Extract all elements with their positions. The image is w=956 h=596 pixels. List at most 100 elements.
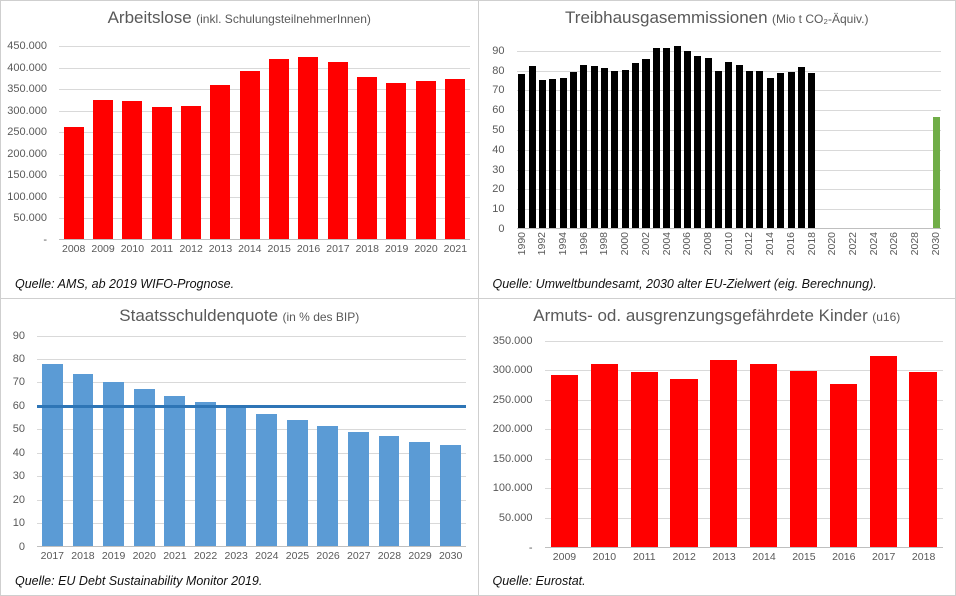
y-tick-label: 90 xyxy=(492,44,505,57)
bar-slot xyxy=(206,46,235,240)
bars-row xyxy=(545,341,944,548)
x-slot: 2023 xyxy=(221,550,252,564)
y-tick-label: 150.000 xyxy=(492,452,533,465)
x-slot: 2016 xyxy=(784,232,797,278)
bar-slot xyxy=(755,41,765,229)
x-axis-line xyxy=(59,239,470,240)
x-tick-label: 2011 xyxy=(632,550,656,563)
x-slot: 2018 xyxy=(806,232,818,278)
y-axis-labels: - 50.000 100.000 150.000 200.000 250.000 300.0… xyxy=(479,299,539,596)
x-tick-label: 1992 xyxy=(536,232,549,256)
x-slot: 2014 xyxy=(764,232,776,278)
x-slot: 2018 xyxy=(68,550,99,564)
x-slot: 2020 xyxy=(129,550,160,564)
source-note: Quelle: Eurostat. xyxy=(492,574,586,588)
x-axis-line xyxy=(516,228,941,229)
bar-slot xyxy=(537,41,547,229)
x-tick-label: 2018 xyxy=(911,550,936,563)
bar-slot xyxy=(682,41,692,229)
bar-slot xyxy=(765,41,775,229)
bar-2018 xyxy=(909,372,937,548)
x-tick-label: 2020 xyxy=(826,232,839,256)
bar-2008 xyxy=(704,57,712,229)
bar-2013 xyxy=(710,360,738,548)
x-tick-label: 2000 xyxy=(619,232,632,256)
x-tick-label: 2006 xyxy=(681,232,694,256)
x-slot: 2013 xyxy=(704,551,744,565)
gridline xyxy=(37,358,466,360)
x-tick-label: 1990 xyxy=(515,232,528,256)
bar-slot xyxy=(903,341,943,548)
chart-title-sub: (in % des BIP) xyxy=(282,309,360,324)
bar-2019 xyxy=(103,382,124,547)
bar-2004 xyxy=(663,47,671,229)
bar-slot xyxy=(440,46,469,240)
bar-slot xyxy=(264,46,293,240)
y-tick-label: 350.000 xyxy=(492,334,533,347)
x-tick-label: 2030 xyxy=(929,232,942,256)
chart-panel-arbeitslose: Arbeitslose (inkl. SchulungsteilnehmerIn… xyxy=(1,1,478,298)
y-tick-label: 10 xyxy=(492,203,505,216)
x-tick-label: 2010 xyxy=(120,243,145,255)
y-tick-label: 250.000 xyxy=(7,126,47,139)
bar-2017 xyxy=(41,363,63,547)
y-axis-labels: 0 10 20 30 40 50 60 70 80 90 xyxy=(1,299,31,596)
bar-slot xyxy=(817,41,827,229)
bar-2016 xyxy=(829,384,857,548)
chart-panel-armutsgefaehrdete-kinder: Armuts- od. ausgrenzungsgefährdete Kinde… xyxy=(478,298,955,596)
gridline xyxy=(37,429,466,431)
x-slot: 2009 xyxy=(545,551,585,565)
gridline xyxy=(59,218,470,220)
bar-slot xyxy=(641,41,651,229)
x-tick-label: 1996 xyxy=(577,232,590,256)
bar-2030 xyxy=(439,444,461,547)
y-tick-label: 80 xyxy=(12,352,25,365)
bar-slot xyxy=(599,41,609,229)
x-slot: 1992 xyxy=(536,232,549,278)
bar-slot xyxy=(374,336,405,547)
y-tick-label: 200.000 xyxy=(7,147,47,160)
y-tick-label: 80 xyxy=(492,64,505,77)
chart-title-main: Armuts- od. ausgrenzungsgefährdete Kinde… xyxy=(533,305,868,325)
y-tick-label: 20 xyxy=(12,493,25,506)
bar-slot xyxy=(900,41,910,229)
y-tick-label: 40 xyxy=(12,446,25,459)
gridline xyxy=(59,89,470,91)
x-slot: 2017 xyxy=(323,243,352,257)
chart-title: Arbeitslose (inkl. SchulungsteilnehmerIn… xyxy=(1,8,478,28)
bar-2002 xyxy=(642,58,650,229)
bar-slot xyxy=(879,41,889,229)
x-tick-label: 2017 xyxy=(872,550,896,563)
bar-slot xyxy=(703,41,713,229)
bar-1993 xyxy=(549,78,557,229)
plot-area xyxy=(516,41,941,229)
bars-row xyxy=(59,46,470,240)
x-tick-label: 2023 xyxy=(224,549,248,562)
x-tick-label: 2016 xyxy=(784,232,797,256)
chart-panel-treibhausgas: Treibhausgasemmissionen (Mio t CO₂-Äquiv… xyxy=(478,1,956,298)
chart-title-sub: (inkl. SchulungsteilnehmerInnen) xyxy=(196,12,371,26)
chart-title: Treibhausgasemmissionen (Mio t CO₂-Äquiv… xyxy=(479,8,956,28)
bar-2005 xyxy=(673,45,681,229)
x-slot: 2022 xyxy=(190,550,221,564)
x-slot: 2019 xyxy=(382,243,411,257)
chart-title-main: Arbeitslose xyxy=(107,8,192,27)
bar-slot xyxy=(858,41,868,229)
bar-1990 xyxy=(518,73,526,229)
chart-title-sub: (u16) xyxy=(872,309,901,324)
x-tick-label: 2013 xyxy=(712,550,736,563)
x-slot: 2017 xyxy=(37,550,68,564)
bar-2001 xyxy=(632,62,640,229)
bar-slot xyxy=(869,41,879,229)
x-slot: 1990 xyxy=(515,232,528,278)
bar-1999 xyxy=(611,70,619,229)
bar-2009 xyxy=(550,374,578,548)
x-tick-label: 2026 xyxy=(316,549,340,562)
x-tick-label: 2002 xyxy=(639,232,652,256)
bar-1994 xyxy=(559,77,567,229)
bar-slot xyxy=(312,336,343,547)
x-slot: 2009 xyxy=(88,243,117,257)
x-tick-label: 2009 xyxy=(91,243,115,255)
x-tick-label: 2016 xyxy=(296,243,321,255)
x-tick-label: 2004 xyxy=(660,232,673,256)
